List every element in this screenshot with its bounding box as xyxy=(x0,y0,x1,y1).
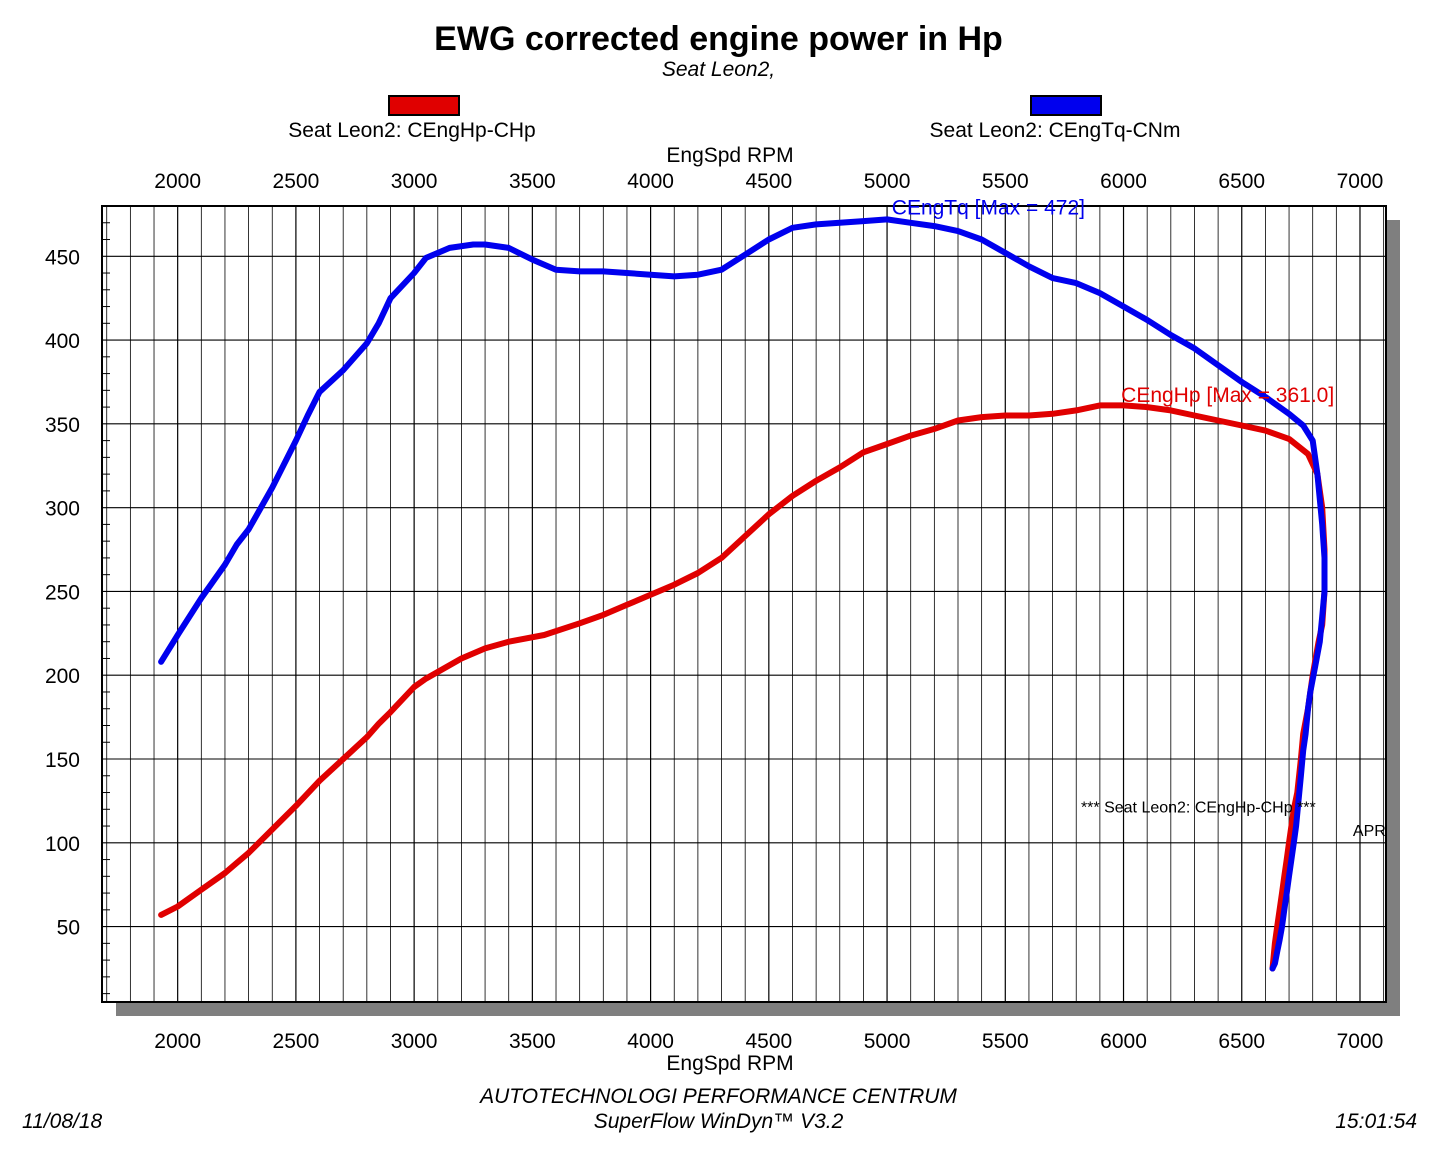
footer-software: SuperFlow WinDyn™ V3.2 xyxy=(593,1110,844,1133)
x-tick-label-top: 5500 xyxy=(982,170,1029,193)
legend-label-tq: Seat Leon2: CEngTq-CNm xyxy=(929,119,1181,142)
x-tick-label-top: 5000 xyxy=(864,170,911,193)
annotation-2: *** Seat Leon2: CEngHp-CHp *** xyxy=(1081,800,1316,817)
x-tick-label-bottom: 2000 xyxy=(154,1030,201,1053)
legend-swatch-tq xyxy=(1030,95,1102,116)
x-tick-label-bottom: 4000 xyxy=(627,1030,674,1053)
footer-date: 11/08/18 xyxy=(22,1110,103,1133)
x-tick-label-top: 3500 xyxy=(509,170,556,193)
chart-title: EWG corrected engine power in Hp xyxy=(434,20,1003,58)
x-tick-label-bottom: 7000 xyxy=(1337,1030,1384,1053)
y-tick-label: 50 xyxy=(57,917,80,940)
annotation-1: CEngHp [Max = 361.0] xyxy=(1121,384,1334,407)
y-tick-label: 450 xyxy=(45,246,80,269)
y-tick-label: 250 xyxy=(45,581,80,604)
x-tick-label-bottom: 6500 xyxy=(1218,1030,1265,1053)
legend-swatch-hp xyxy=(388,95,460,116)
y-tick-label: 350 xyxy=(45,414,80,437)
y-tick-label: 150 xyxy=(45,749,80,772)
x-tick-label-bottom: 4500 xyxy=(745,1030,792,1053)
annotation-3: APR xyxy=(1353,823,1386,840)
y-tick-label: 300 xyxy=(45,498,80,521)
x-tick-label-top: 4500 xyxy=(745,170,792,193)
x-tick-label-bottom: 3000 xyxy=(391,1030,438,1053)
x-tick-label-bottom: 6000 xyxy=(1100,1030,1147,1053)
x-axis-label-bottom: EngSpd RPM xyxy=(666,1052,794,1075)
annotation-0: CEngTq [Max = 472] xyxy=(892,196,1085,219)
series-line-tq xyxy=(158,216,1328,972)
legend-label-hp: Seat Leon2: CEngHp-CHp xyxy=(288,119,536,142)
plot-border xyxy=(101,205,1387,1003)
y-tick-label: 400 xyxy=(45,330,80,353)
x-tick-label-top: 6500 xyxy=(1218,170,1265,193)
y-tick-label: 200 xyxy=(45,665,80,688)
x-tick-label-top: 7000 xyxy=(1337,170,1384,193)
x-tick-label-top: 4000 xyxy=(627,170,674,193)
footer-company: AUTOTECHNOLOGI PERFORMANCE CENTRUM xyxy=(480,1085,957,1108)
x-tick-label-top: 3000 xyxy=(391,170,438,193)
x-tick-label-top: 6000 xyxy=(1100,170,1147,193)
x-axis-label-top: EngSpd RPM xyxy=(666,144,794,167)
x-tick-label-bottom: 5500 xyxy=(982,1030,1029,1053)
x-tick-label-top: 2500 xyxy=(273,170,320,193)
x-tick-label-bottom: 2500 xyxy=(273,1030,320,1053)
x-tick-label-bottom: 3500 xyxy=(509,1030,556,1053)
plot-area xyxy=(102,206,1386,1002)
footer-time: 15:01:54 xyxy=(1335,1110,1417,1133)
y-tick-label: 100 xyxy=(45,833,80,856)
x-tick-label-bottom: 5000 xyxy=(864,1030,911,1053)
x-tick-label-top: 2000 xyxy=(154,170,201,193)
chart-subtitle: Seat Leon2, xyxy=(661,58,776,81)
